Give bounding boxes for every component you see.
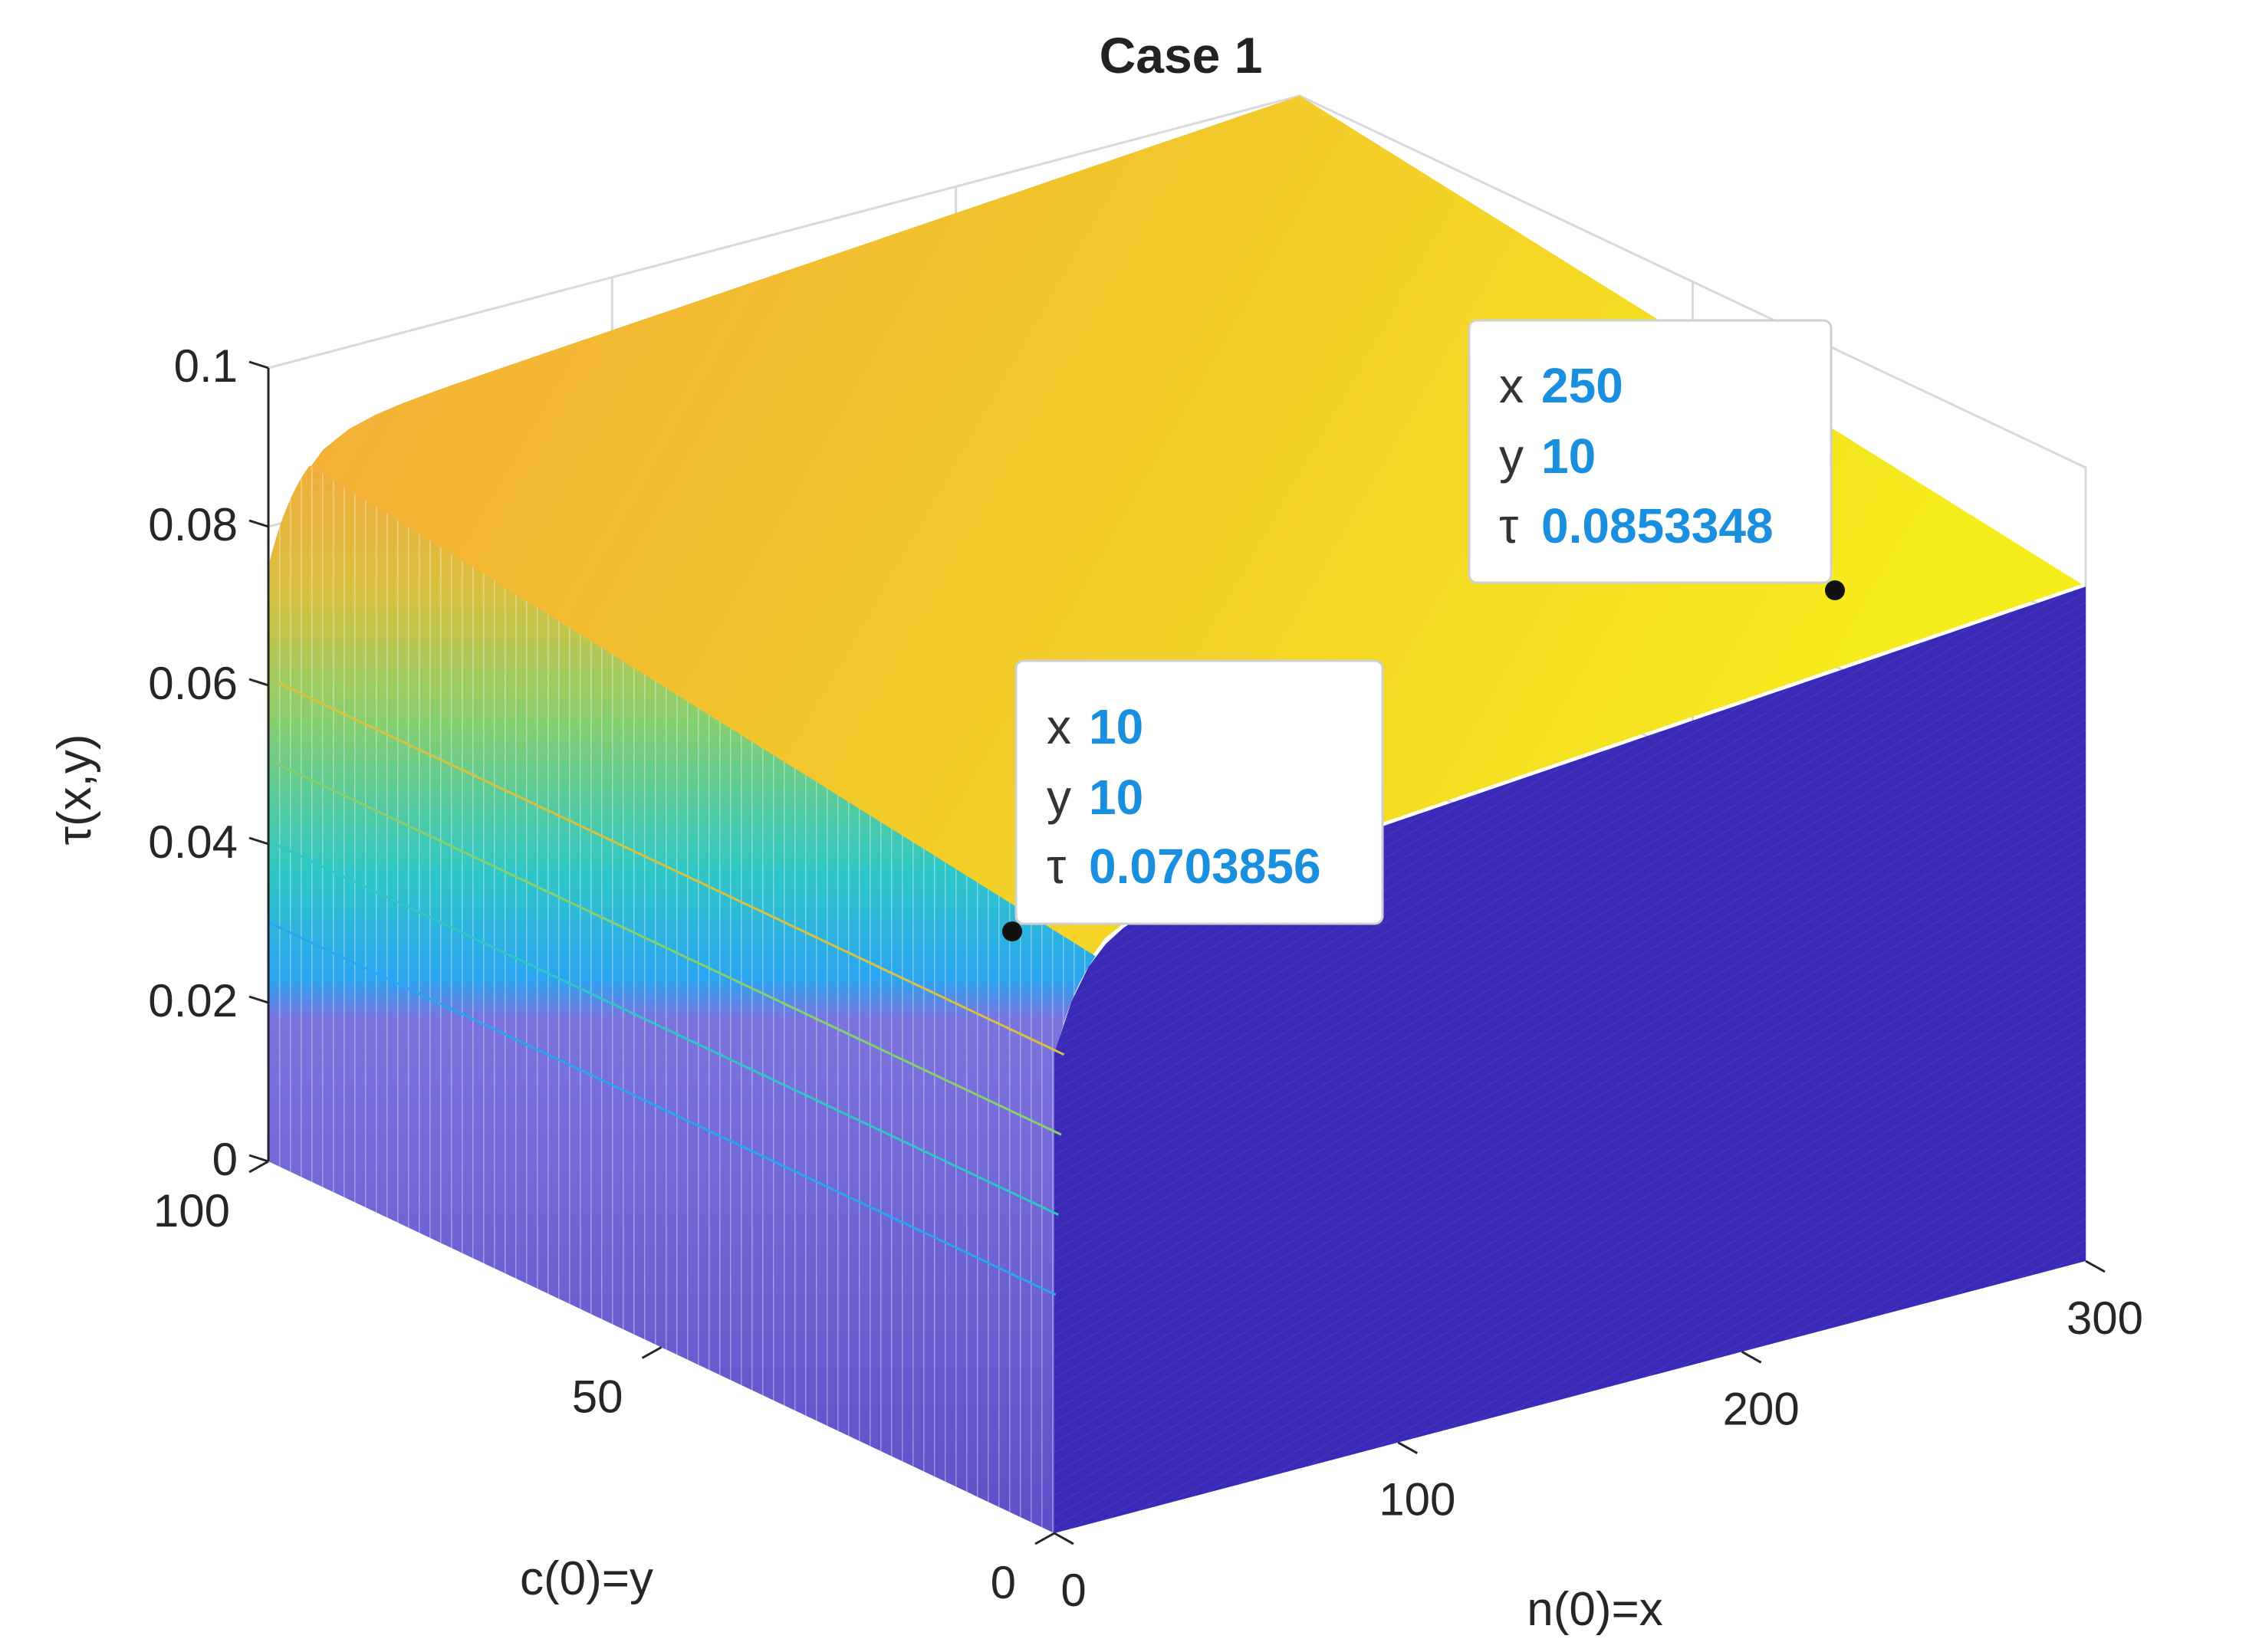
datatip-2-x-key: x [1499,358,1524,413]
y-tick-label: 100 [153,1185,230,1237]
datatip-1-marker [1002,921,1022,941]
x-tick-label: 100 [1379,1474,1455,1526]
y-tick-mark [248,1160,269,1174]
z-tick-mark [248,995,269,1004]
z-axis-label: τ(x,y) [48,734,101,845]
y-tick-label: 0 [991,1557,1016,1608]
datatip-1-x-value: 10 [1089,699,1143,754]
datatip-2-x-value: 250 [1541,358,1623,413]
x-tick-label: 0 [1060,1565,1086,1616]
x-tick-mark [2085,1260,2106,1273]
z-tick-mark [248,519,269,528]
x-axis-label: n(0)=x [1527,1583,1662,1636]
z-tick-label: 0.1 [174,340,238,392]
datatip-2-z-value: 0.0853348 [1541,498,1774,553]
datatip-1-x-key: x [1047,699,1071,754]
z-tick-mark [248,1154,269,1163]
contour-line [269,921,1057,1296]
z-tick-mark [248,360,269,369]
x-tick-mark [1054,1532,1074,1545]
z-tick-label: 0.04 [148,816,238,868]
datatip-2-marker [1825,580,1845,600]
x-tick-label: 200 [1723,1383,1800,1434]
z-tick-label: 0 [212,1134,238,1185]
datatip-1-y-key: y [1047,770,1071,825]
z-tick-label: 0.08 [148,499,238,550]
y-tick-mark [1034,1532,1055,1545]
datatip-1-box [1014,659,1384,925]
chart-title: Case 1 [1100,27,1263,84]
contour-line [271,842,1060,1216]
datatip-1-y-value: 10 [1089,770,1143,825]
x-tick-label: 300 [2067,1292,2143,1344]
datatip-1-z-key: τ [1047,839,1066,894]
surface-left-face-mesh [268,465,1096,1534]
contour-line [275,761,1062,1136]
datatip-2-z-key: τ [1499,498,1518,553]
datatip-2-y-value: 10 [1541,429,1596,484]
datatip-2-y-key: y [1499,429,1524,484]
datatip-1-z-value: 0.0703856 [1089,839,1321,894]
surface-front-face-mesh [1054,586,2086,1533]
datatip-2-box [1468,319,1833,584]
y-tick-mark [641,1346,663,1359]
z-tick-mark [248,836,269,846]
z-tick-label: 0.06 [148,658,238,709]
y-tick-label: 50 [572,1371,623,1423]
z-tick-mark [248,678,269,687]
datatip-1[interactable]: x 10 y 10 τ 0.0703856 [1002,659,1384,941]
x-tick-mark [1397,1441,1419,1454]
y-axis-label: c(0)=y [520,1552,653,1605]
x-tick-mark [1741,1351,1762,1364]
datatip-2[interactable]: x 250 y 10 τ 0.0853348 [1468,319,1845,600]
contour-line [277,681,1065,1056]
z-tick-label: 0.02 [148,975,238,1026]
